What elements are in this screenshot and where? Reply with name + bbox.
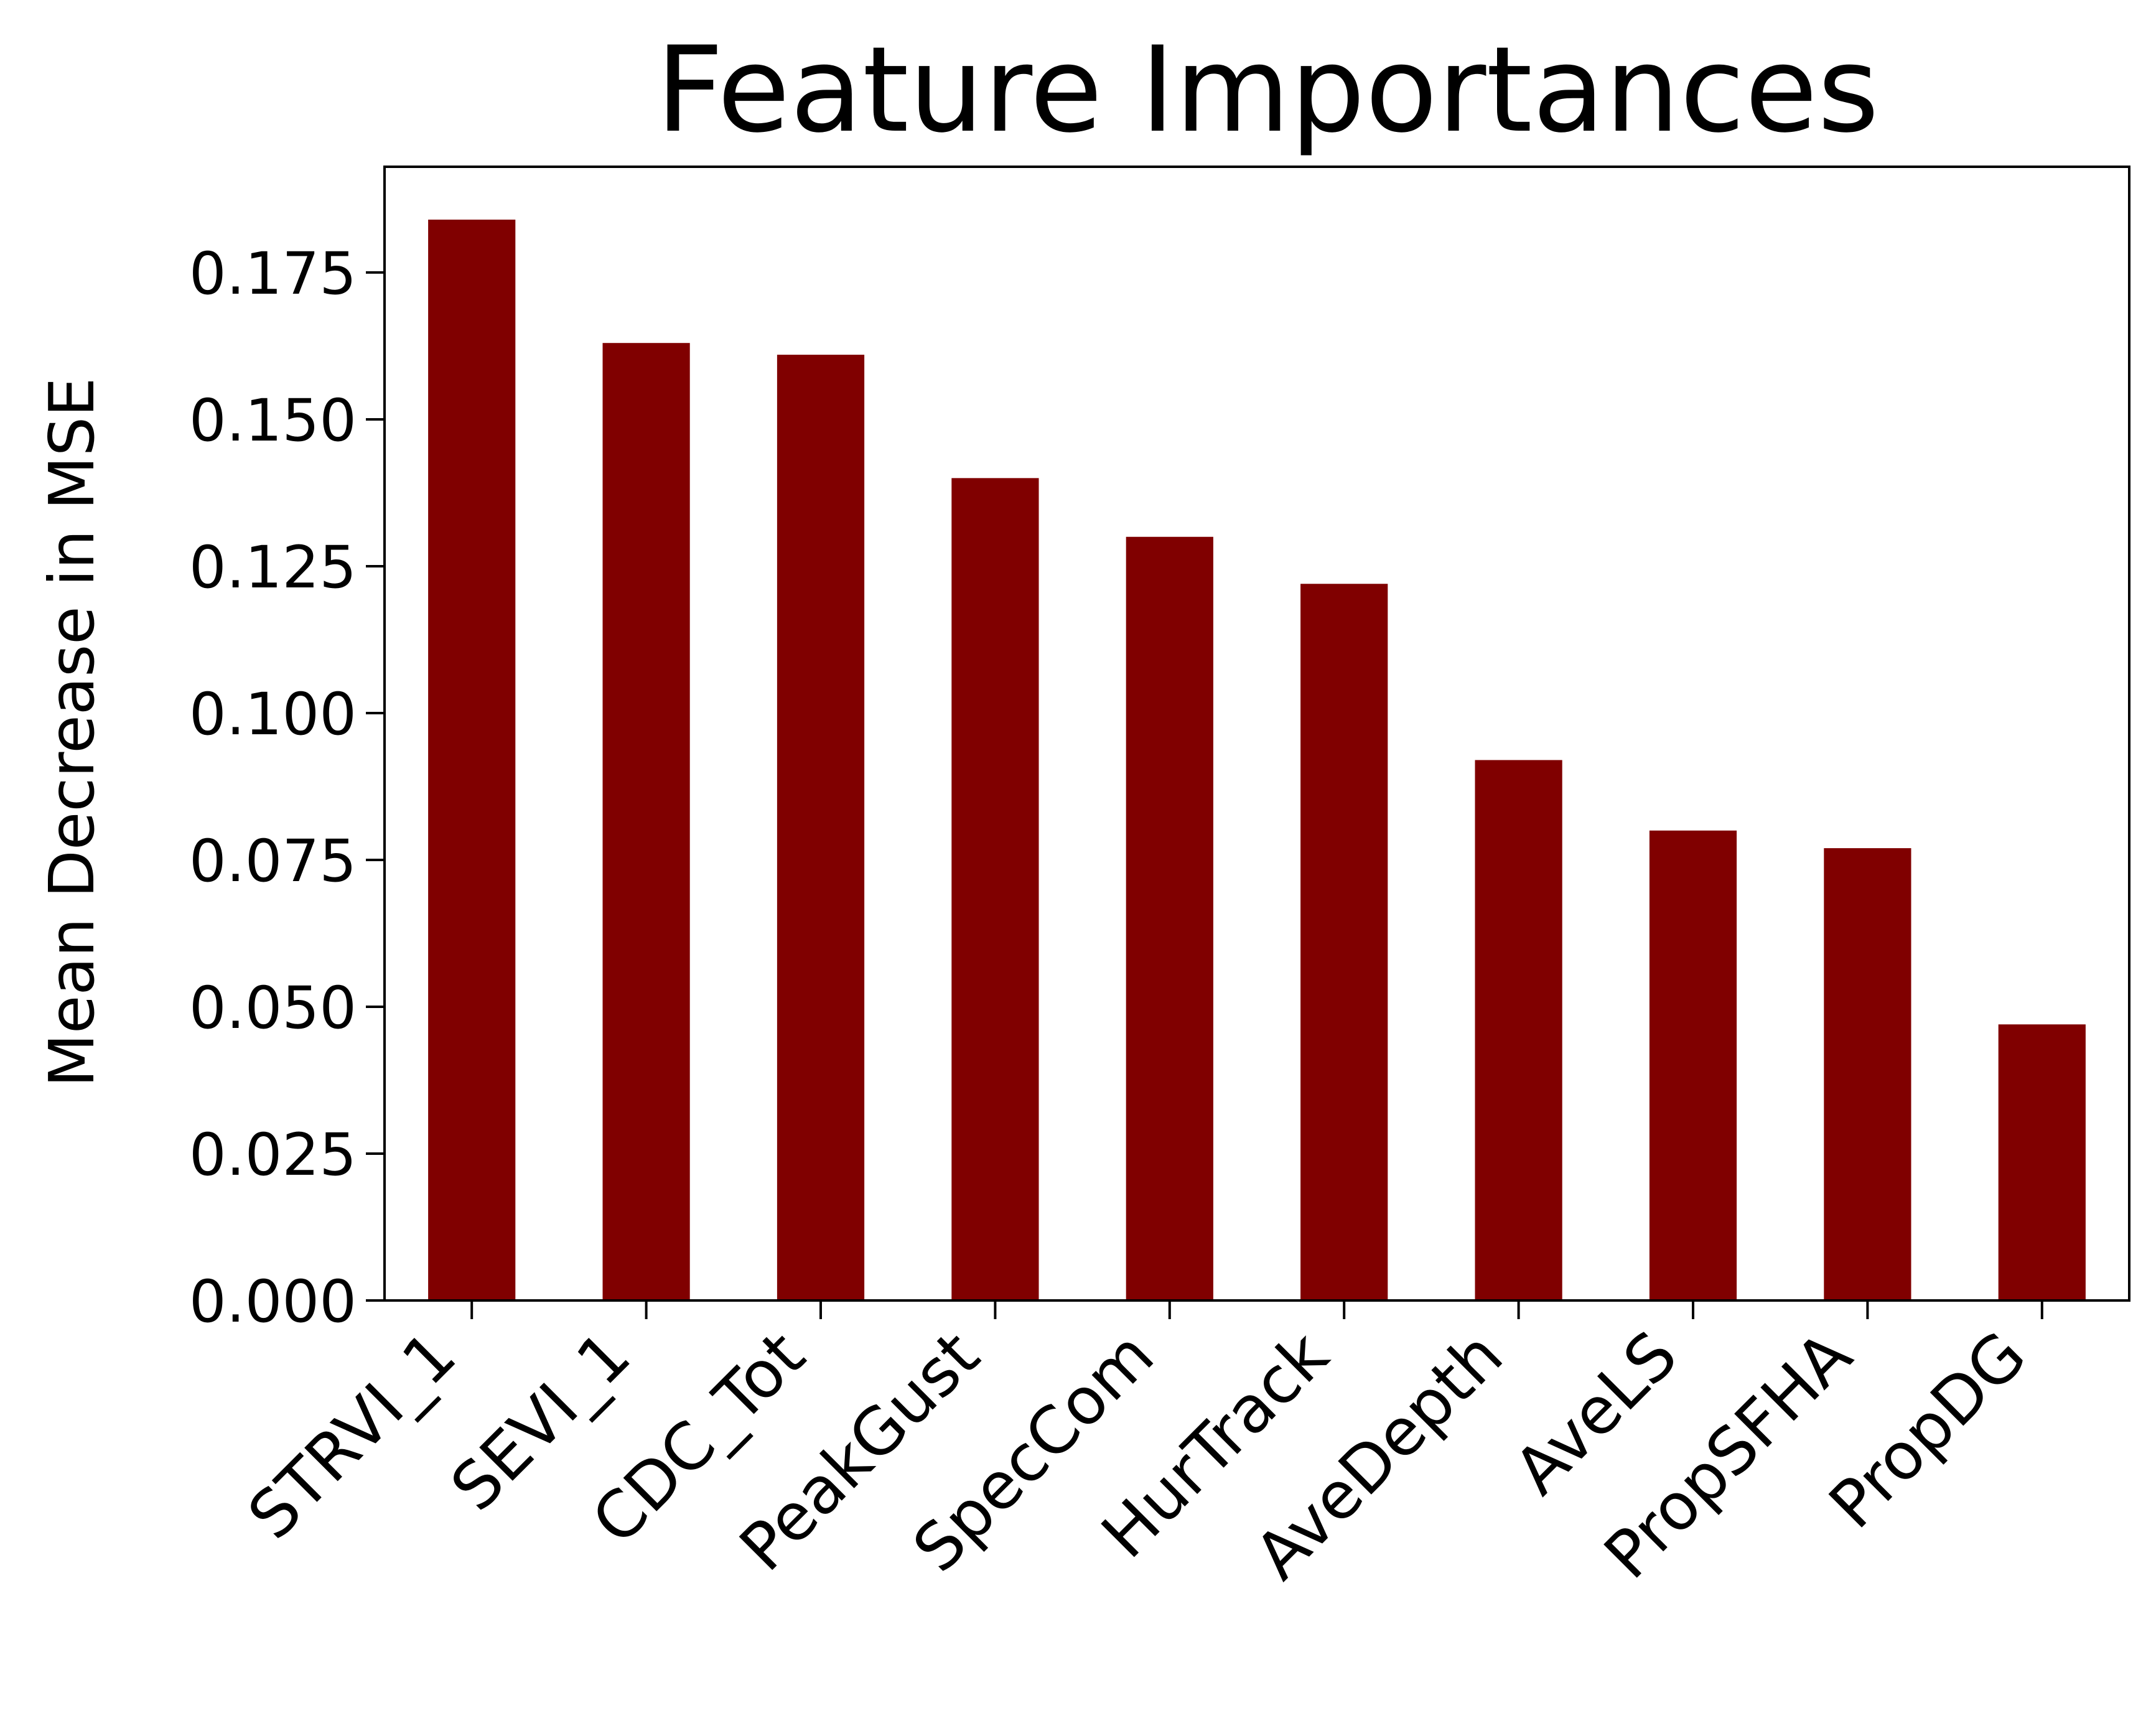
y-tick-label: 0.100 [189,681,357,749]
y-axis-ticks: 0.000 0.025 0.050 0.075 0.100 0.125 0.150 0.175 [189,240,385,1336]
chart-title: Feature Importances [656,21,1879,159]
bar-propdg [1998,1024,2086,1300]
x-tick-label: PropDG [1814,1317,2040,1543]
plot-frame [383,166,2130,1302]
bar-cdc-tot [777,355,865,1300]
y-tick-label: 0.075 [189,828,357,895]
y-tick-label: 0.000 [189,1268,357,1336]
bar-speccom [1126,536,1213,1300]
bar-hurtrack [1300,584,1388,1300]
bars [428,219,2086,1301]
bar-peakgust [951,478,1039,1300]
bar-sevi-1 [602,343,690,1301]
y-tick-label: 0.025 [189,1121,357,1189]
bar-avels [1649,830,1737,1300]
y-tick-label: 0.150 [189,387,357,455]
y-axis-label: Mean Decrease in MSE [35,378,108,1088]
y-tick-label: 0.050 [189,974,357,1042]
x-tick-label: STRVI_1 [233,1317,470,1554]
bar-propsfha [1824,848,1911,1300]
bar-avedepth [1475,760,1562,1300]
x-axis-ticks: STRVI_1SEVI_1CDC_TotPeakGustSpecComHurTr… [233,1300,2043,1594]
y-tick-label: 0.175 [189,240,357,308]
bar-strvi-1 [428,219,516,1300]
y-tick-label: 0.125 [189,534,357,602]
